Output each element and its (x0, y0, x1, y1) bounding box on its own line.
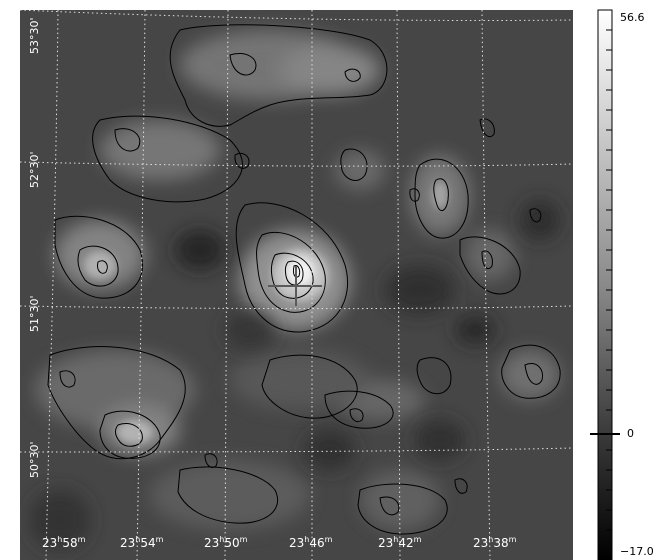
intensity-field (30, 30, 560, 550)
ra-label-2350: 23h50m (204, 535, 248, 550)
dec-label-5330: 53°30' (28, 17, 41, 54)
colorbar-max-label: 56.6 (620, 11, 645, 24)
colorbar (590, 9, 620, 560)
colorbar-zero-label: 0 (627, 427, 634, 440)
ra-label-2342: 23h42m (378, 535, 422, 550)
contour-lines (47, 24, 561, 535)
ra-label-2354: 23h54m (120, 535, 164, 550)
dec-label-5230: 52°30' (28, 151, 41, 188)
dec-label-5030: 50°30' (28, 441, 41, 478)
colorbar-gradient (597, 9, 613, 560)
ra-label-2338: 23h38m (473, 535, 517, 550)
ra-label-2346: 23h46m (289, 535, 333, 550)
coordinate-grid (20, 10, 573, 560)
colorbar-ticks (606, 29, 612, 531)
colorbar-min-label: −17.0 (620, 545, 654, 558)
peak-cross-marker (268, 266, 322, 306)
dec-label-5130: 51°30' (28, 295, 41, 332)
ra-label-2358: 23h58m (42, 535, 86, 550)
